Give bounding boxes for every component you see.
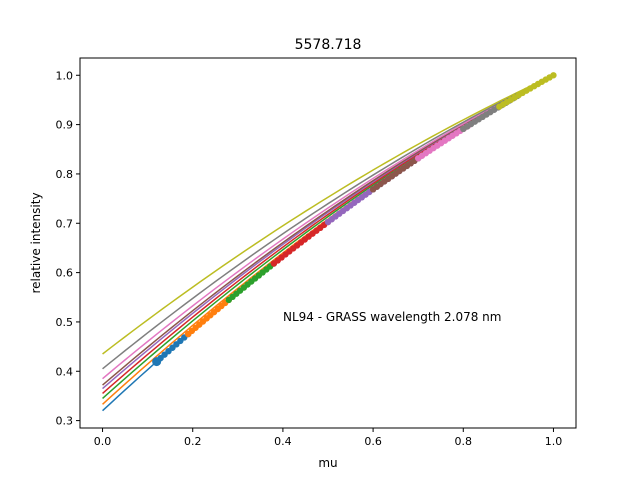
y-axis-ticks: 0.3 0.4 0.5 0.6 0.7 0.8 0.9 1.0 — [56, 69, 80, 428]
y-tick-label: 1.0 — [56, 69, 74, 82]
fit-line-9 — [102, 74, 554, 355]
fit-line-8 — [102, 74, 554, 370]
y-tick-label: 0.6 — [56, 267, 74, 280]
x-tick-label: 0.4 — [274, 435, 292, 448]
x-axis-label: mu — [318, 456, 337, 470]
x-tick-label: 0.2 — [184, 435, 202, 448]
x-tick-label: 0.6 — [364, 435, 382, 448]
fit-line-2 — [102, 74, 554, 405]
chart-annotation: NL94 - GRASS wavelength 2.078 nm — [283, 310, 501, 324]
y-tick-label: 0.7 — [56, 217, 74, 230]
x-tick-label: 0.0 — [94, 435, 112, 448]
data-point — [550, 72, 557, 79]
y-tick-label: 0.9 — [56, 119, 74, 132]
x-tick-label: 1.0 — [545, 435, 563, 448]
fit-line-7 — [102, 74, 554, 380]
y-tick-label: 0.3 — [56, 415, 74, 428]
axes-frame — [79, 57, 577, 429]
fit-lines — [102, 74, 554, 412]
y-axis-label: relative intensity — [29, 192, 43, 293]
fit-line-6 — [102, 74, 554, 386]
fit-line-1 — [102, 74, 554, 412]
x-tick-label: 0.8 — [455, 435, 473, 448]
data-points — [152, 72, 557, 367]
chart-title: 5578.718 — [295, 37, 362, 53]
fit-line-5 — [102, 74, 554, 390]
x-axis-ticks: 0.0 0.2 0.4 0.6 0.8 1.0 — [94, 428, 562, 448]
y-tick-label: 0.8 — [56, 168, 74, 181]
y-tick-label: 0.5 — [56, 316, 74, 329]
y-tick-label: 0.4 — [56, 365, 74, 378]
